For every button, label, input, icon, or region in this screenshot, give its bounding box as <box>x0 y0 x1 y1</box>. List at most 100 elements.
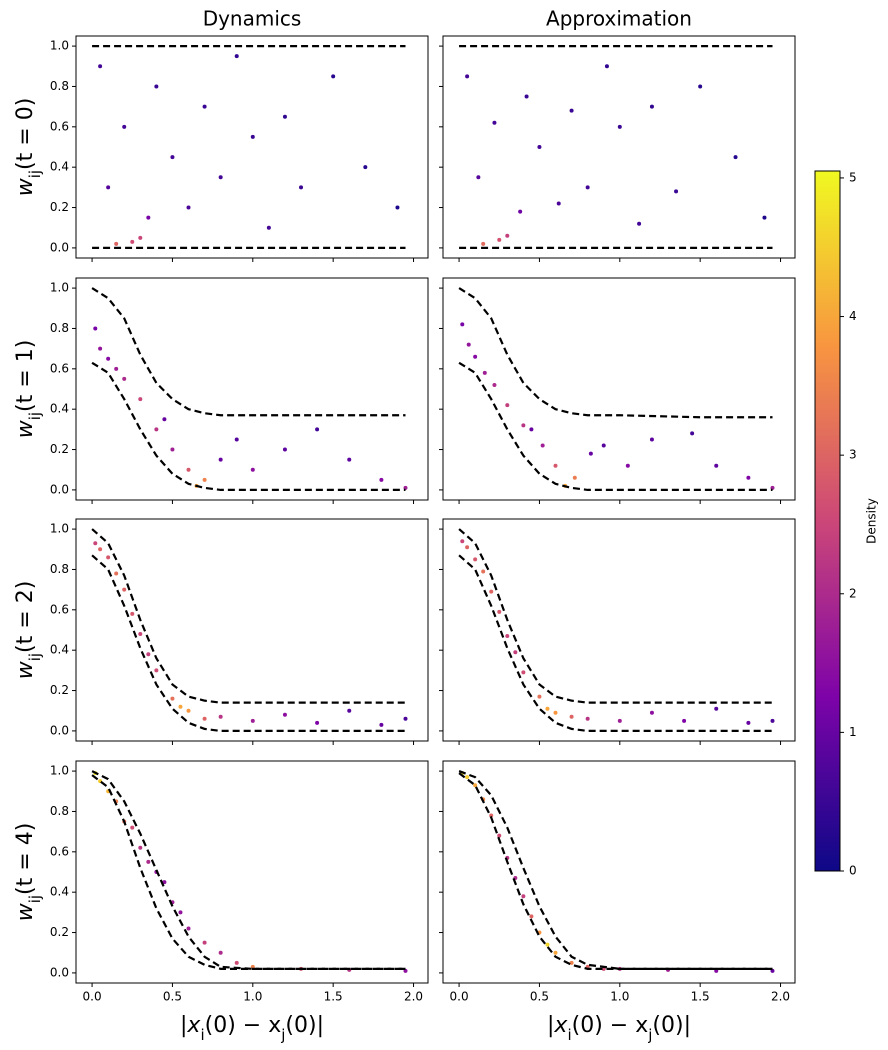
label-part: (0)| <box>652 1013 691 1038</box>
envelope-curve <box>458 361 773 492</box>
point <box>746 475 751 480</box>
x-tick-label: 1.5 <box>691 990 710 1004</box>
column-title: Approximation <box>546 7 692 31</box>
y-tick-label: 0.4 <box>50 885 69 899</box>
envelope-curve <box>458 528 773 704</box>
point <box>138 632 143 637</box>
point <box>518 209 523 214</box>
point <box>186 205 191 210</box>
panel <box>439 277 796 504</box>
envelope-curve <box>91 287 406 417</box>
point <box>537 694 542 699</box>
y-tick-label: 1.0 <box>50 39 69 53</box>
point <box>481 569 486 574</box>
point <box>481 241 486 246</box>
label-subscript: ij <box>26 653 44 661</box>
y-tick-label: 0.4 <box>50 643 69 657</box>
point <box>138 235 143 240</box>
point <box>572 475 577 480</box>
point <box>122 587 127 592</box>
y-tick-label: 0.6 <box>50 119 69 133</box>
colorbar-tick-label: 0 <box>849 864 857 878</box>
point <box>170 155 175 160</box>
point <box>170 447 175 452</box>
point <box>170 696 175 701</box>
panel-frame <box>442 518 796 742</box>
point <box>497 237 502 242</box>
axis-label: wij(t = 0) <box>13 98 44 197</box>
point <box>540 443 545 448</box>
point <box>497 609 502 614</box>
point <box>379 722 384 727</box>
column-title: Dynamics <box>203 7 302 31</box>
point <box>218 950 223 955</box>
envelope-curve <box>458 287 773 419</box>
point <box>505 233 510 238</box>
y-tick-label: 0.2 <box>50 200 69 214</box>
point <box>625 463 630 468</box>
x-tick-label: 2.0 <box>404 990 423 1004</box>
point <box>637 221 642 226</box>
point <box>553 950 558 955</box>
point <box>617 124 622 129</box>
label-part: (t = 2) <box>13 581 38 653</box>
x-tick-label: 1.0 <box>610 990 629 1004</box>
y-tick-label: 0.2 <box>50 683 69 697</box>
y-tick-label: 0.6 <box>50 361 69 375</box>
label-part: (t = 1) <box>13 340 38 412</box>
y-tick-label: 0.8 <box>50 804 69 818</box>
point <box>604 64 609 69</box>
label-part: w <box>13 902 38 921</box>
point <box>489 589 494 594</box>
point <box>482 370 487 375</box>
label-part: w <box>13 660 38 679</box>
y-tick-label: 1.0 <box>50 764 69 778</box>
point <box>138 397 143 402</box>
point <box>521 894 526 899</box>
point <box>154 427 159 432</box>
point <box>492 120 497 125</box>
y-tick-label: 0.4 <box>50 402 69 416</box>
point <box>569 960 574 965</box>
point <box>146 859 151 864</box>
point <box>138 845 143 850</box>
point <box>162 880 167 885</box>
point <box>202 477 207 482</box>
point <box>186 926 191 931</box>
point <box>537 145 542 149</box>
point <box>505 634 510 639</box>
panel: 0.0 0.2 0.4 0.6 0.8 1.0 0.0 0.5 1.0 1.5 2.0 <box>50 760 429 1004</box>
point <box>114 366 119 371</box>
label-subscript: i <box>200 1026 204 1044</box>
point <box>202 940 207 945</box>
point <box>714 706 719 711</box>
y-tick-label: 0.6 <box>50 844 69 858</box>
point <box>649 104 654 109</box>
point <box>315 720 320 725</box>
envelope-curve <box>91 774 406 970</box>
point <box>674 189 679 194</box>
y-tick-label: 0.0 <box>50 240 69 254</box>
point <box>473 354 478 359</box>
point <box>122 376 127 381</box>
point <box>114 571 119 576</box>
envelope-curve <box>458 554 773 733</box>
point <box>682 718 687 723</box>
axis-label: wij(t = 2) <box>13 581 44 680</box>
point <box>746 720 751 725</box>
panel: 0.0 0.2 0.4 0.6 0.8 1.0 <box>50 35 429 262</box>
point <box>473 783 478 788</box>
panel <box>439 518 796 745</box>
point <box>130 611 135 616</box>
point <box>524 94 529 99</box>
axis-label: |xi(0) − xj(0)| <box>180 1013 324 1044</box>
point <box>379 477 384 482</box>
point <box>770 718 775 723</box>
y-tick-label: 0.8 <box>50 321 69 335</box>
point <box>282 447 287 452</box>
y-tick-label: 0.0 <box>50 723 69 737</box>
point <box>178 704 183 709</box>
point <box>553 710 558 715</box>
panel-frame <box>442 277 796 501</box>
point <box>106 356 111 361</box>
